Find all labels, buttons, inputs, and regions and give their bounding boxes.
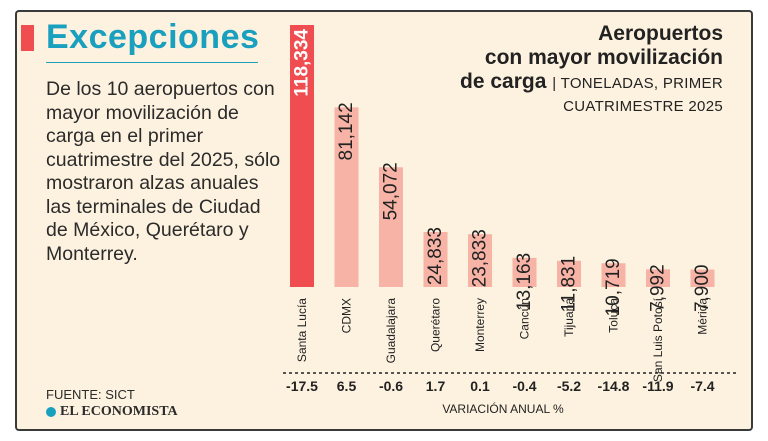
bar-7 — [601, 263, 626, 287]
variation-value-7: -14.8 — [598, 378, 630, 394]
category-label-6: Tijuana — [562, 298, 576, 337]
source-label: FUENTE: SICT — [46, 387, 135, 402]
category-label-3: Querétaro — [429, 298, 443, 352]
bar-value-label-9: 7,900 — [692, 265, 713, 313]
variation-value-4: 0.1 — [470, 378, 490, 394]
chart-title-line-2: con mayor movilización — [484, 46, 723, 69]
bar-0 — [290, 25, 314, 287]
bar-4 — [468, 234, 492, 287]
bar-value-label-0: 118,334 — [292, 29, 313, 97]
bar-value-label-7: 10,719 — [603, 258, 624, 316]
category-label-1: CDMX — [340, 298, 354, 333]
variation-value-1: 6.5 — [337, 378, 357, 394]
bar-3 — [423, 232, 448, 287]
category-label-2: Guadalajara — [384, 298, 398, 364]
bar-5 — [512, 257, 537, 287]
brand-logo: EL ECONOMISTA — [46, 404, 178, 420]
variation-value-8: -11.9 — [642, 378, 673, 394]
chart-title-block: Aeropuertos con mayor movilización de ca… — [460, 22, 723, 118]
bar-value-label-4: 23,833 — [470, 229, 491, 287]
bar-6 — [557, 260, 581, 287]
variation-value-5: -0.4 — [512, 378, 536, 394]
bar-value-label-1: 81,142 — [336, 102, 357, 160]
chart-title-line-3-row: de carga | TONELADAS, PRIMER — [460, 70, 723, 96]
headline: Excepciones — [46, 18, 260, 56]
category-label-5: Cancún — [518, 298, 532, 339]
chart-subtitle-part-1: | TONELADAS, PRIMER — [552, 75, 723, 92]
bar-8 — [646, 269, 670, 287]
variation-title: VARIACIÓN ANUAL % — [442, 401, 564, 416]
bar-value-label-6: 11,831 — [559, 256, 580, 313]
category-label-4: Monterrey — [473, 298, 487, 352]
bar-value-label-8: 7,992 — [648, 264, 669, 312]
bar-value-label-5: 13,163 — [514, 253, 535, 311]
variation-value-2: -0.6 — [379, 378, 403, 394]
bar-value-label-3: 24,833 — [425, 227, 446, 285]
chart-subtitle-part-2: CUATRIMESTRE 2025 — [563, 98, 723, 115]
chart-title-line-3: de carga — [460, 70, 547, 93]
bar-value-label-2: 54,072 — [381, 162, 402, 220]
headline-rule — [46, 62, 258, 63]
category-label-7: Toluca — [607, 298, 621, 333]
chart-title-line-1: Aeropuertos — [598, 22, 723, 45]
variation-value-6: -5.2 — [557, 378, 581, 394]
bar-9 — [690, 269, 715, 287]
bar-2 — [379, 167, 403, 287]
category-label-8: San Luis Potosí — [651, 297, 665, 382]
variation-value-0: -17.5 — [286, 378, 318, 394]
bar-1 — [334, 107, 359, 287]
brand-globe-icon — [46, 407, 56, 417]
variation-value-3: 1.7 — [426, 378, 446, 394]
variation-value-9: -7.4 — [690, 378, 714, 394]
category-label-9: Mérida — [696, 298, 710, 335]
brand-name: EL ECONOMISTA — [60, 404, 178, 419]
body-text: De los 10 aeropuertos con mayor moviliza… — [46, 78, 281, 265]
accent-bar — [21, 25, 34, 51]
category-label-0: Santa Lucía — [295, 298, 309, 362]
